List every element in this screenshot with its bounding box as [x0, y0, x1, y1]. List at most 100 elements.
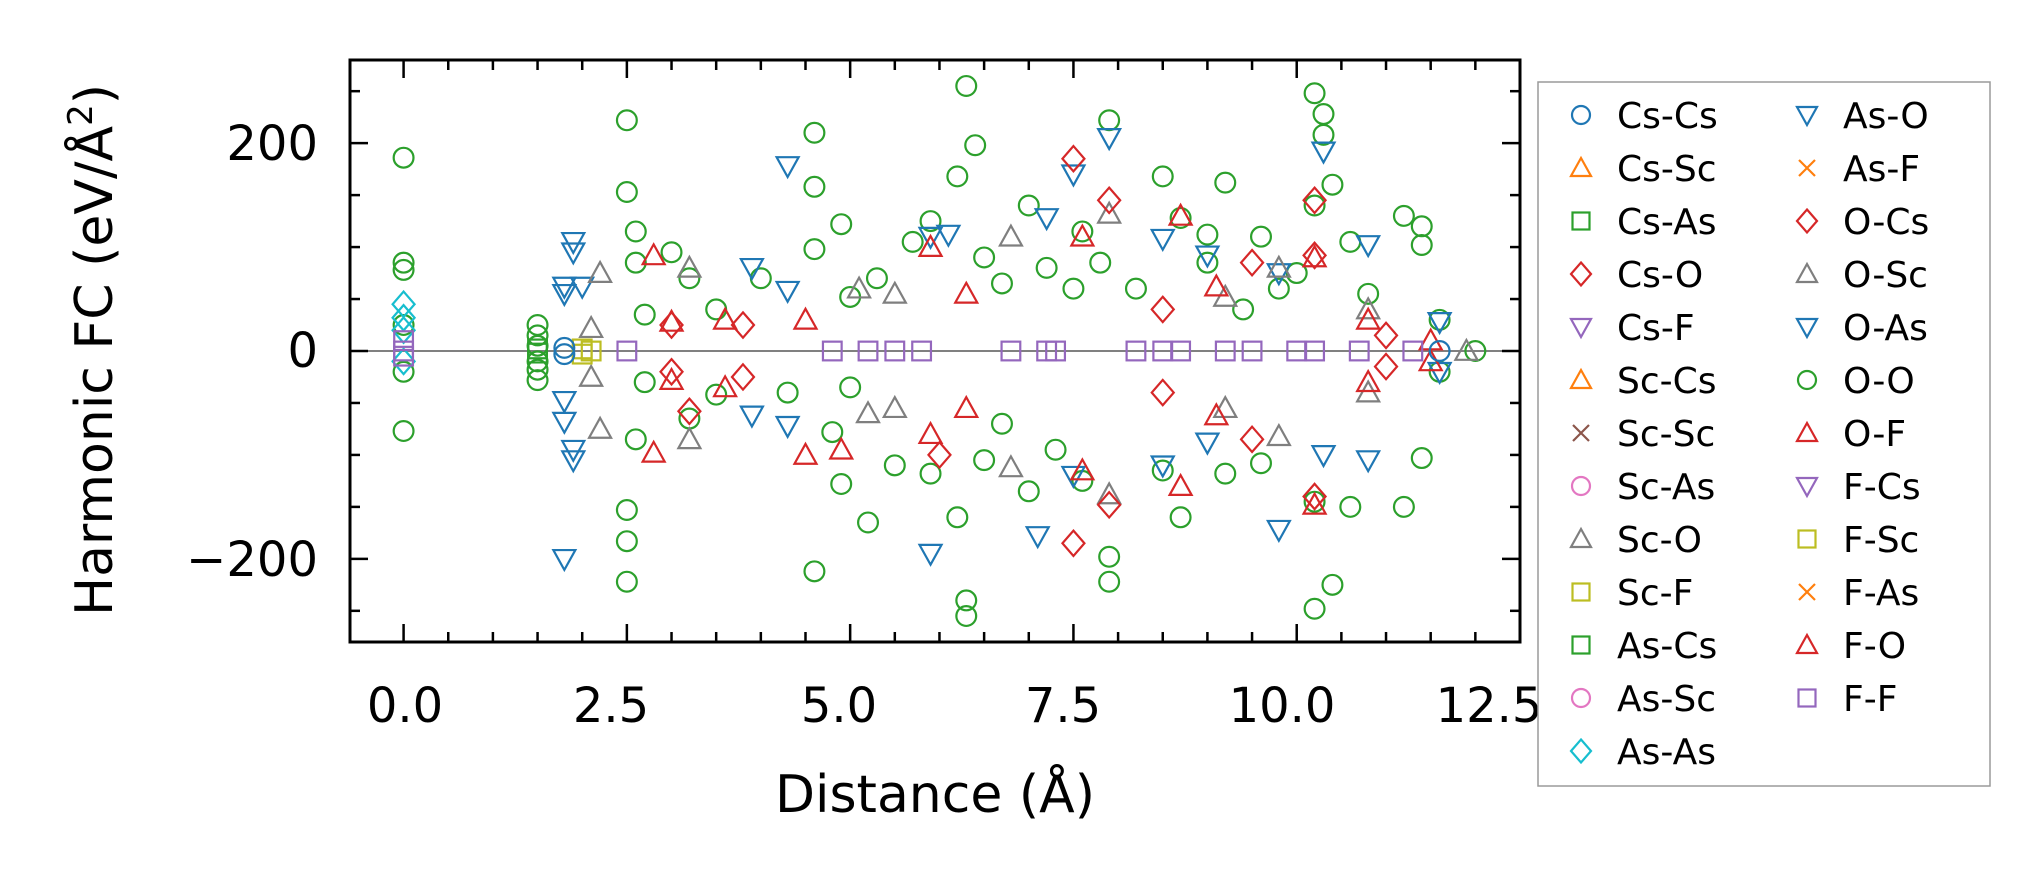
- data-point-o-o: [1249, 452, 1272, 475]
- data-point-o-as: [1310, 141, 1337, 165]
- data-point-o-cs: [730, 362, 756, 392]
- data-point-o-o: [705, 298, 728, 321]
- x-tick-label: 7.5: [1025, 678, 1101, 734]
- data-point-o-o: [1071, 220, 1094, 243]
- data-point-o-o: [526, 358, 549, 381]
- data-point-o-o: [946, 165, 969, 188]
- axis-ticks: [350, 60, 1522, 642]
- data-point-f-f: [1214, 340, 1236, 362]
- x-tick-label: 2.5: [573, 678, 649, 734]
- data-point-o-sc: [578, 363, 605, 387]
- data-point-o-o: [1303, 597, 1326, 620]
- legend-label: As-As: [1617, 732, 1716, 773]
- data-point-o-as: [1265, 519, 1292, 544]
- data-point-o-o: [1357, 282, 1380, 305]
- data-point-o-f: [917, 420, 944, 445]
- data-point-o-as: [1149, 228, 1176, 253]
- legend-label: Sc-Cs: [1617, 361, 1717, 402]
- data-point-o-o: [803, 238, 826, 261]
- data-point-o-o: [615, 180, 638, 203]
- legend-label: As-O: [1843, 96, 1929, 137]
- data-point-o-as: [1310, 445, 1337, 469]
- data-point-o-f: [1167, 202, 1194, 226]
- y-tick-label: 200: [226, 116, 318, 172]
- data-point-o-o: [1303, 194, 1326, 217]
- data-point-o-sc: [1265, 422, 1292, 447]
- x-tick-label: 5.0: [801, 678, 877, 734]
- data-point-o-as: [739, 405, 765, 429]
- legend-marker: [1569, 317, 1593, 340]
- y-tick-label: −200: [186, 532, 318, 588]
- data-point-o-cs: [659, 310, 684, 340]
- legend-label: F-O: [1843, 626, 1906, 667]
- data-point-o-f: [640, 439, 667, 463]
- data-point-o-o: [919, 210, 942, 233]
- data-point-cs-cs: [553, 343, 576, 366]
- data-point-f-f: [1402, 340, 1424, 362]
- legend-label: O-F: [1843, 414, 1906, 455]
- legend-marker: [1795, 476, 1819, 499]
- data-point-o-f: [828, 436, 855, 460]
- data-point-o-o: [1089, 251, 1112, 274]
- data-point-o-f: [1203, 273, 1230, 297]
- legend-label: Sc-F: [1617, 573, 1693, 614]
- data-point-f-f: [821, 340, 843, 362]
- data-point-o-o: [1321, 573, 1344, 596]
- data-point-o-o: [776, 381, 799, 404]
- data-point-o-cs: [1096, 185, 1122, 215]
- legend-marker: [1798, 159, 1816, 177]
- legend-label: As-Sc: [1617, 679, 1716, 720]
- data-point-o-f: [640, 242, 667, 266]
- data-point-o-cs: [927, 440, 952, 470]
- data-point-o-as: [1265, 263, 1292, 287]
- legend-label: Sc-Sc: [1617, 414, 1715, 455]
- x-axis-label: Distance (Å): [775, 763, 1095, 825]
- data-point-f-f: [1304, 340, 1326, 362]
- data-point-o-o: [1410, 233, 1433, 256]
- data-point-o-o: [1124, 277, 1147, 300]
- legend-label: Sc-O: [1617, 520, 1702, 561]
- data-point-o-f: [953, 394, 980, 419]
- data-point-f-f: [1045, 340, 1067, 362]
- data-point-o-o: [1339, 230, 1362, 253]
- data-point-o-cs: [1150, 295, 1176, 324]
- data-point-f-f: [1348, 340, 1370, 362]
- legend-label: O-Sc: [1843, 255, 1928, 296]
- data-point-o-as: [551, 276, 578, 300]
- legend-label: Cs-F: [1617, 308, 1695, 349]
- legend-label: As-Cs: [1617, 626, 1717, 667]
- data-point-o-o: [1232, 298, 1255, 321]
- data-point-o-as: [1024, 526, 1051, 550]
- data-point-o-o: [1214, 171, 1237, 194]
- data-point-o-o: [1098, 545, 1121, 568]
- x-tick-label: 12.5: [1436, 678, 1543, 734]
- data-point-o-o: [678, 267, 701, 290]
- y-axis-label-main: Harmonic FC (eV/Å: [63, 125, 125, 616]
- legend-label: F-F: [1843, 679, 1897, 720]
- data-point-o-o: [624, 220, 647, 243]
- data-point-o-sc: [1096, 200, 1123, 224]
- data-point-o-o: [955, 589, 978, 612]
- data-point-o-cs: [1302, 482, 1328, 511]
- data-point-f-f: [884, 340, 906, 362]
- data-point-o-f: [792, 441, 819, 465]
- data-point-as-as: [391, 315, 417, 345]
- data-point-o-o: [964, 134, 987, 157]
- data-point-o-o: [1303, 82, 1326, 105]
- data-point-o-o: [946, 506, 969, 529]
- legend-marker: [1569, 526, 1593, 549]
- data-point-o-cs: [1096, 490, 1122, 520]
- data-point-o-cs: [1150, 378, 1176, 407]
- legend: Cs-Cs Cs-Sc Cs-As Cs-O Cs-F Sc-Cs Sc-Sc Sc-As Sc…: [1537, 81, 1991, 787]
- data-point-o-cs: [1373, 321, 1399, 350]
- data-point-cs-as: [527, 342, 549, 364]
- data-point-o-cs: [1239, 425, 1265, 454]
- legend-marker: [1571, 211, 1591, 231]
- data-point-o-o: [883, 454, 906, 477]
- data-point-o-o: [1410, 215, 1433, 238]
- legend-marker: [1569, 367, 1593, 390]
- data-point-o-o: [830, 213, 853, 236]
- data-point-o-f: [1203, 402, 1230, 426]
- legend-marker: [1572, 424, 1590, 442]
- data-point-o-o: [1249, 225, 1272, 248]
